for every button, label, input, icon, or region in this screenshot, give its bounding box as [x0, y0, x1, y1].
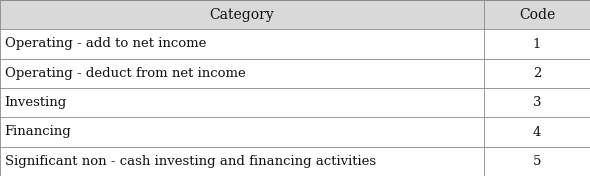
Text: 3: 3 — [533, 96, 541, 109]
Text: Operating - add to net income: Operating - add to net income — [5, 37, 206, 51]
Text: 2: 2 — [533, 67, 541, 80]
Text: Significant non - cash investing and financing activities: Significant non - cash investing and fin… — [5, 155, 376, 168]
Text: 1: 1 — [533, 37, 541, 51]
Bar — [0, 117, 590, 147]
Bar — [0, 59, 590, 88]
Text: Operating - deduct from net income: Operating - deduct from net income — [5, 67, 245, 80]
Text: 4: 4 — [533, 125, 541, 139]
Bar — [0, 0, 590, 29]
Bar — [0, 147, 590, 176]
Bar — [0, 88, 590, 117]
Text: Code: Code — [519, 8, 555, 22]
Text: Financing: Financing — [5, 125, 71, 139]
Text: Investing: Investing — [5, 96, 67, 109]
Text: 5: 5 — [533, 155, 541, 168]
Bar — [0, 29, 590, 59]
Text: Category: Category — [209, 8, 274, 22]
